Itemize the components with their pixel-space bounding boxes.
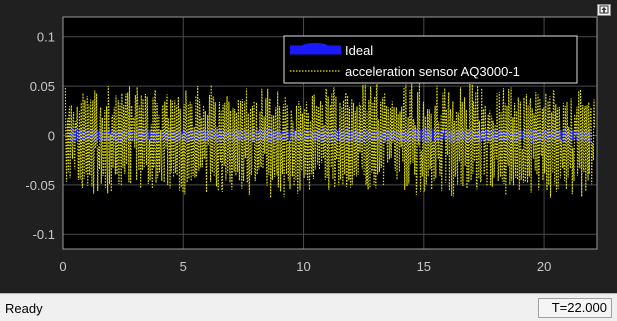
x-tick-label: 15 — [417, 259, 431, 274]
x-ticks: 0 5 10 15 20 — [59, 259, 551, 274]
restore-axes-button[interactable] — [597, 4, 611, 16]
x-tick-label: 20 — [537, 259, 551, 274]
simulation-time-readout: T=22.000 — [538, 298, 612, 318]
x-tick-label: 0 — [59, 259, 66, 274]
x-tick-label: 10 — [296, 259, 310, 274]
series-sensor-line — [64, 83, 596, 198]
x-tick-label: 5 — [180, 259, 187, 274]
legend-box — [283, 35, 578, 84]
restore-icon — [599, 5, 609, 14]
series-layer — [64, 83, 596, 198]
legend-label-sensor: acceleration sensor AQ3000-1 — [345, 64, 520, 79]
legend-label-ideal: Ideal — [345, 43, 373, 58]
signal-plot: 0 5 10 15 20 0.1 0.05 0 -0.05 -0.1 Ideal accelera… — [25, 16, 598, 274]
y-tick-label: -0.1 — [33, 227, 55, 242]
y-tick-label: 0 — [48, 128, 55, 143]
y-tick-label: 0.05 — [30, 79, 55, 94]
plot-area: 0 5 10 15 20 0.1 0.05 0 -0.05 -0.1 Ideal accelera… — [0, 0, 617, 293]
y-tick-label: 0.1 — [37, 30, 55, 45]
legend[interactable]: Ideal acceleration sensor AQ3000-1 — [283, 35, 578, 84]
axes-frame — [62, 16, 598, 250]
status-text: Ready — [5, 301, 43, 316]
status-bar: Ready T=22.000 — [0, 293, 617, 321]
y-ticks: 0.1 0.05 0 -0.05 -0.1 — [25, 30, 55, 242]
y-tick-label: -0.05 — [25, 178, 55, 193]
legend-swatch-ideal-marker — [301, 43, 329, 51]
